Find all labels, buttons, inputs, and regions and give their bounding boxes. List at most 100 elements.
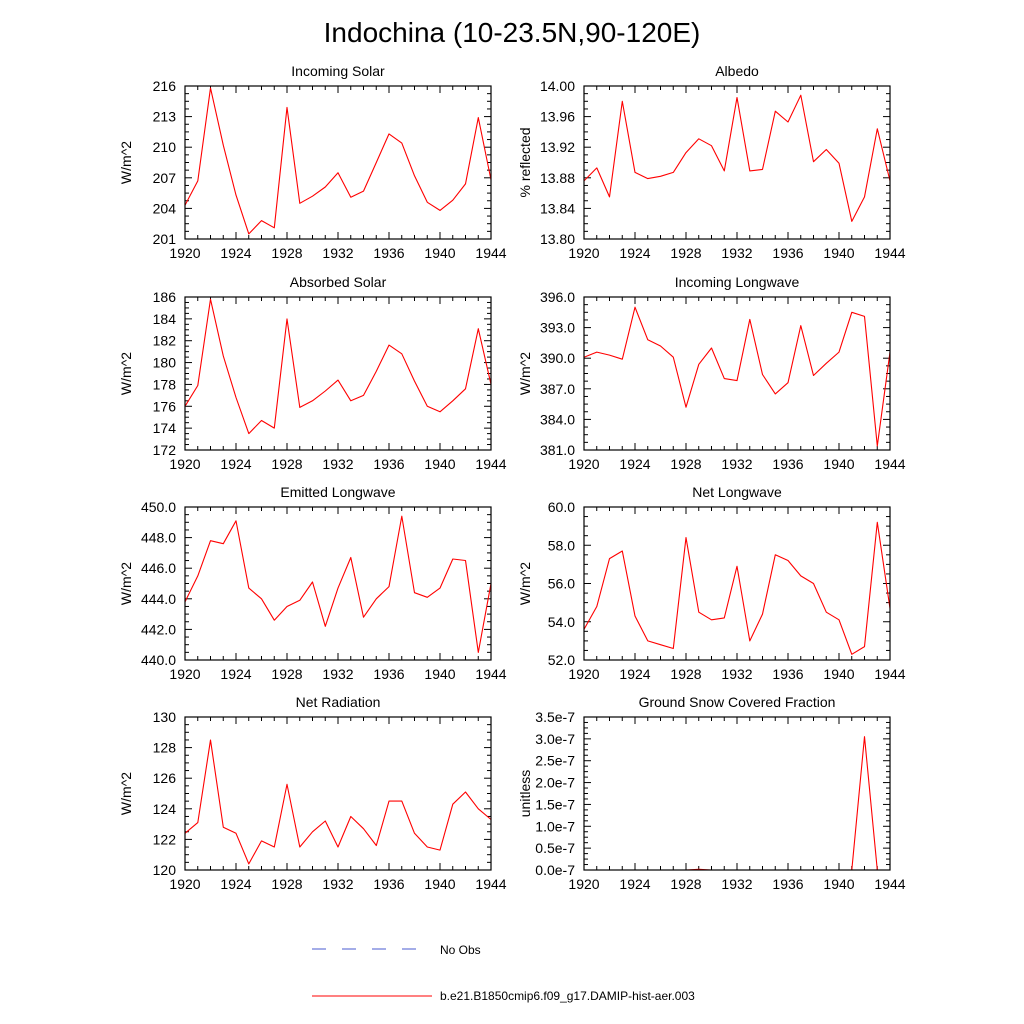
panel-title: Absorbed Solar (290, 274, 387, 290)
y-tick-label: 13.92 (540, 139, 575, 155)
x-tick-label: 1928 (670, 245, 701, 261)
figure-title: Indochina (10-23.5N,90-120E) (324, 17, 701, 48)
panel-title: Incoming Solar (291, 63, 385, 79)
x-tick-label: 1932 (322, 245, 353, 261)
y-tick-label: 186 (153, 289, 177, 305)
legend-label-model: b.e21.B1850cmip6.f09_g17.DAMIP-hist-aer.… (440, 989, 695, 1003)
x-tick-label: 1924 (220, 666, 251, 682)
legend-label-no-obs: No Obs (440, 943, 481, 957)
x-tick-label: 1928 (670, 876, 701, 892)
x-tick-label: 1932 (322, 666, 353, 682)
x-tick-label: 1944 (475, 456, 506, 472)
x-tick-label: 1924 (619, 456, 650, 472)
y-tick-label: 446.0 (141, 560, 176, 576)
x-tick-label: 1924 (619, 666, 650, 682)
panel-title: Incoming Longwave (675, 274, 800, 290)
y-tick-label: 172 (153, 442, 177, 458)
y-tick-label: 201 (153, 231, 177, 247)
x-tick-label: 1932 (721, 666, 752, 682)
y-tick-label: 450.0 (141, 499, 176, 515)
x-tick-label: 1944 (475, 876, 506, 892)
panel-title: Net Radiation (296, 694, 381, 710)
plot-frame (184, 296, 492, 451)
y-tick-label: 124 (153, 801, 177, 817)
x-tick-label: 1940 (823, 876, 854, 892)
series-line-0 (184, 515, 492, 653)
panel-title: Ground Snow Covered Fraction (639, 694, 836, 710)
series-line-0 (184, 87, 492, 235)
x-tick-label: 1940 (823, 456, 854, 472)
x-tick-label: 1920 (169, 876, 200, 892)
chart-panel-0: Incoming Solar W/m^2 201 204 207 210 213 216 192… (118, 63, 507, 261)
x-tick-label: 1940 (424, 666, 455, 682)
y-axis-label: W/m^2 (517, 562, 533, 605)
y-tick-label: 56.0 (548, 576, 575, 592)
y-tick-label: 180 (153, 355, 177, 371)
x-tick-label: 1924 (619, 245, 650, 261)
series-line-0 (184, 298, 492, 435)
plot-frame (583, 296, 891, 451)
x-tick-label: 1936 (772, 245, 803, 261)
x-tick-label: 1944 (874, 876, 905, 892)
x-tick-label: 1920 (169, 245, 200, 261)
y-tick-label: 207 (153, 170, 177, 186)
y-tick-label: 14.00 (540, 78, 575, 94)
y-tick-label: 3.0e-7 (535, 731, 575, 747)
y-tick-label: 0.0e-7 (535, 862, 575, 878)
plot-frame (583, 716, 891, 871)
x-tick-label: 1920 (568, 245, 599, 261)
x-tick-label: 1928 (271, 456, 302, 472)
y-tick-label: 13.80 (540, 231, 575, 247)
y-tick-label: 130 (153, 709, 177, 725)
x-tick-label: 1920 (568, 666, 599, 682)
y-tick-label: 387.0 (540, 381, 575, 397)
y-tick-label: 178 (153, 376, 177, 392)
y-tick-label: 128 (153, 740, 177, 756)
panel-title: Emitted Longwave (280, 484, 395, 500)
y-tick-label: 13.96 (540, 109, 575, 125)
chart-panel-7: Ground Snow Covered Fraction unitless 0.0e… (517, 694, 906, 892)
y-tick-label: 3.5e-7 (535, 709, 575, 725)
x-tick-label: 1920 (568, 876, 599, 892)
y-tick-label: 176 (153, 398, 177, 414)
y-axis-label: unitless (517, 770, 533, 817)
x-tick-label: 1932 (322, 876, 353, 892)
x-tick-label: 1924 (619, 876, 650, 892)
x-tick-label: 1932 (721, 245, 752, 261)
x-tick-label: 1924 (220, 876, 251, 892)
y-axis-label: W/m^2 (118, 141, 134, 184)
x-tick-label: 1944 (475, 245, 506, 261)
y-tick-label: 204 (153, 200, 177, 216)
y-tick-label: 60.0 (548, 499, 575, 515)
x-tick-label: 1944 (874, 666, 905, 682)
plot-frame (184, 85, 492, 240)
y-axis-label: W/m^2 (118, 352, 134, 395)
legend: No Obs b.e21.B1850cmip6.f09_g17.DAMIP-hi… (312, 943, 695, 1003)
x-tick-label: 1924 (220, 245, 251, 261)
x-tick-label: 1936 (373, 456, 404, 472)
y-tick-label: 440.0 (141, 652, 176, 668)
y-tick-label: 396.0 (540, 289, 575, 305)
panels: Incoming Solar W/m^2 201 204 207 210 213 216 192… (118, 63, 906, 892)
x-tick-label: 1940 (823, 245, 854, 261)
x-tick-label: 1932 (721, 456, 752, 472)
y-tick-label: 54.0 (548, 614, 575, 630)
series-line-0 (583, 306, 891, 447)
x-tick-label: 1944 (475, 666, 506, 682)
y-tick-label: 182 (153, 333, 177, 349)
y-tick-label: 126 (153, 770, 177, 786)
y-tick-label: 13.84 (540, 200, 575, 216)
y-tick-label: 393.0 (540, 320, 575, 336)
y-tick-label: 2.5e-7 (535, 753, 575, 769)
y-tick-label: 210 (153, 139, 177, 155)
x-tick-label: 1928 (670, 456, 701, 472)
chart-panel-4: Emitted Longwave W/m^2 440.0 442.0 444.0 446.… (118, 484, 507, 682)
plot-frame (184, 716, 492, 871)
y-tick-label: 2.0e-7 (535, 775, 575, 791)
y-tick-label: 442.0 (141, 621, 176, 637)
x-tick-label: 1944 (874, 245, 905, 261)
chart-panel-5: Net Longwave W/m^2 52.0 54.0 56.0 58.0 60.0 192… (517, 484, 906, 682)
chart-panel-6: Net Radiation W/m^2 120 122 124 126 128 130 1920… (118, 694, 507, 892)
chart-panel-1: Albedo % reflected 13.80 13.84 13.88 13.92 13.… (517, 63, 906, 261)
x-tick-label: 1920 (568, 456, 599, 472)
